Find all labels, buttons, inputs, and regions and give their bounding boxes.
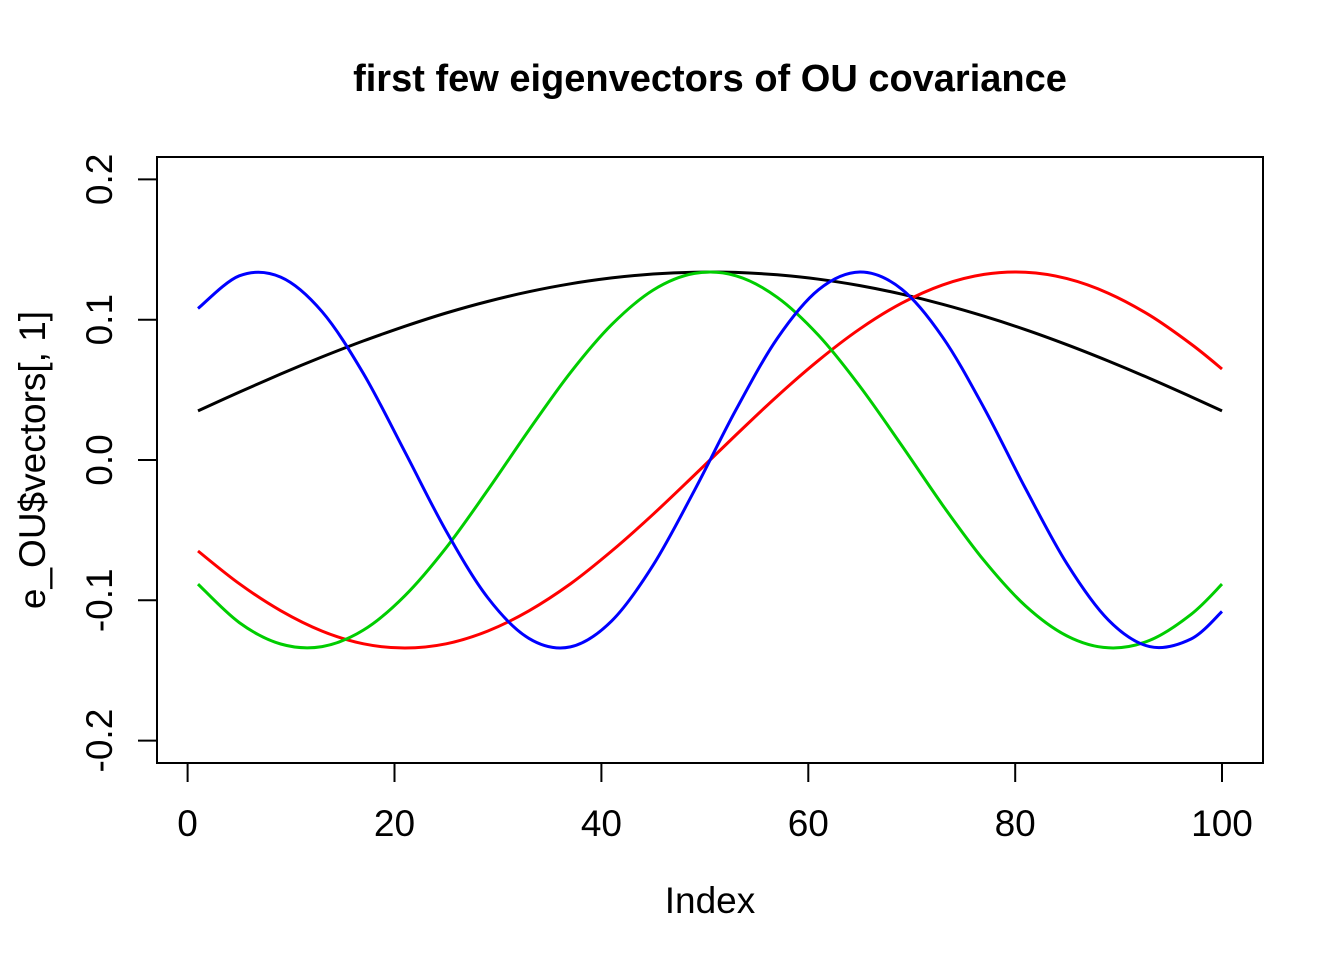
x-tick-label: 80 (995, 803, 1036, 844)
series-eigenvector-2 (197, 270, 1223, 650)
x-axis-label: Index (665, 880, 756, 921)
y-tick-label: -0.2 (79, 709, 120, 773)
y-tick-label: -0.1 (79, 568, 120, 632)
plot-box (156, 156, 1264, 764)
x-tick-label: 20 (374, 803, 415, 844)
x-tick-label: 40 (581, 803, 622, 844)
series-eigenvector-4 (197, 270, 1224, 650)
chart-title: first few eigenvectors of OU covariance (353, 58, 1067, 100)
y-tick-label: 0.2 (79, 154, 120, 205)
series-eigenvector-1 (197, 270, 1223, 413)
y-axis-label: e_OU$vectors[, 1] (12, 311, 53, 609)
y-tick-label: 0.0 (79, 434, 120, 485)
y-tick-label: 0.1 (79, 294, 120, 345)
plot-area: 0 20 40 60 80 100 -0.2 -0.1 0.0 0.1 0.2 (79, 154, 1264, 844)
x-tick-label: 100 (1191, 803, 1253, 844)
x-tick-label: 60 (788, 803, 829, 844)
x-tick-label: 0 (177, 803, 198, 844)
series-eigenvector-3 (196, 270, 1224, 650)
